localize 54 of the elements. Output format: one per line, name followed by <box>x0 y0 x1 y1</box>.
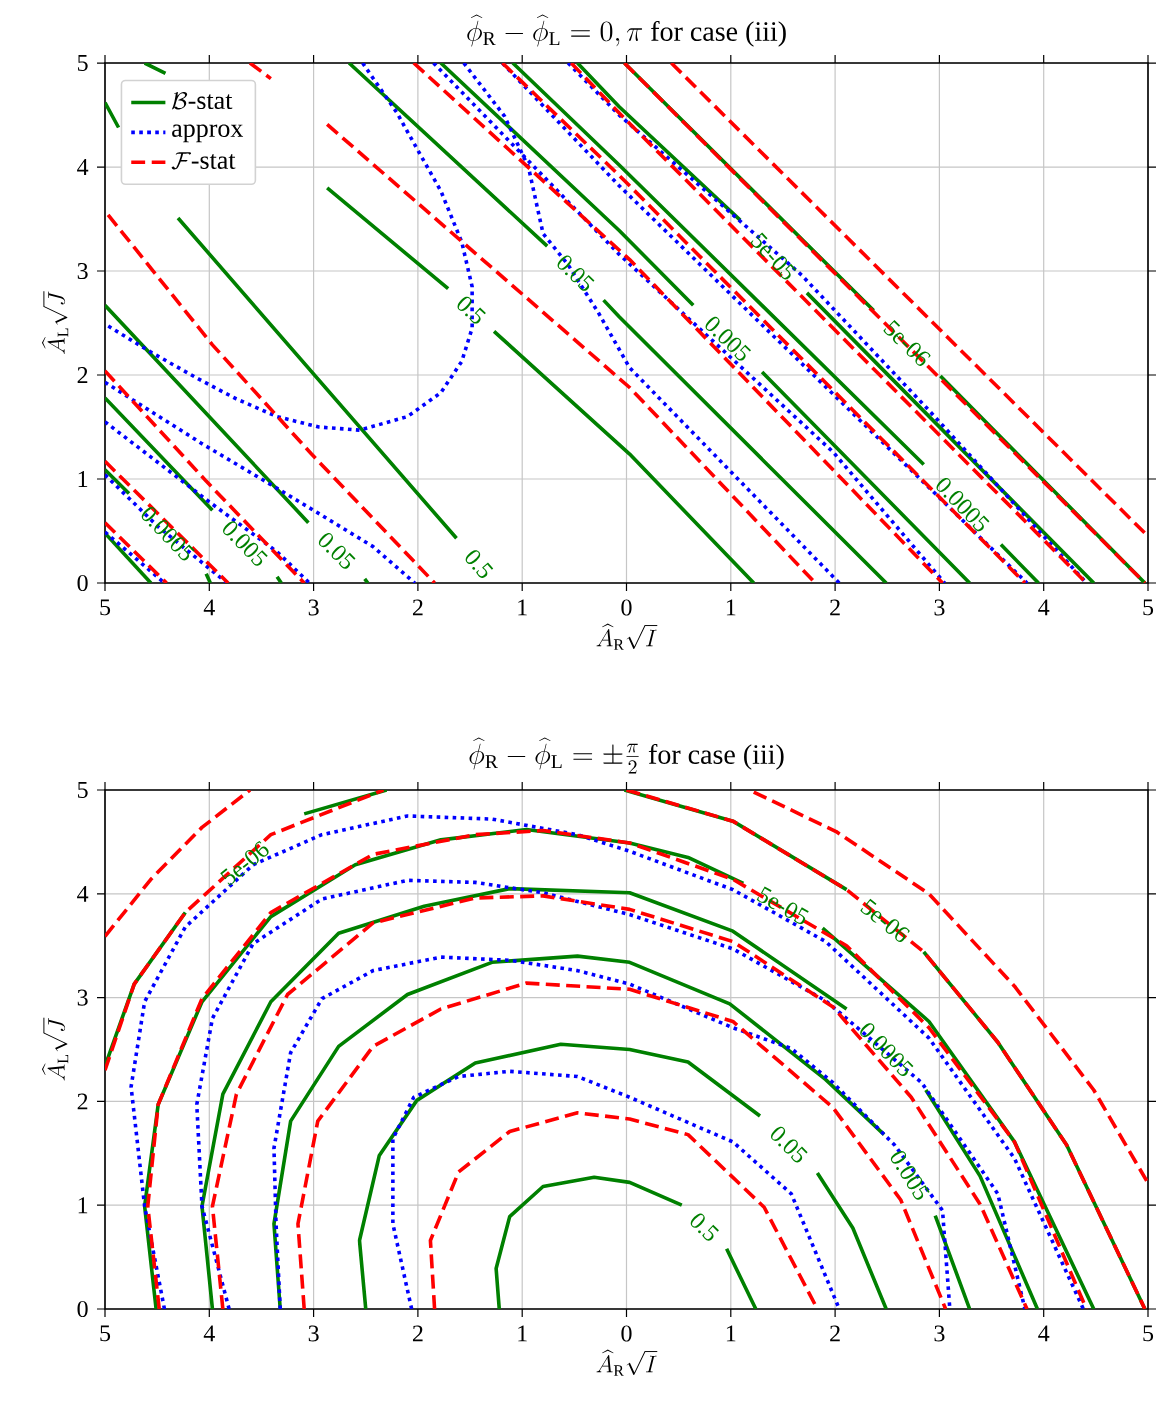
x-tick-label: 4 <box>1038 599 1050 616</box>
line-series <box>106 213 437 584</box>
x-tick-label: 0 <box>621 599 632 616</box>
legend-label: $\mathcal{F}\mbox{-stat}$ <box>171 152 236 170</box>
x-tick-label: 3 <box>308 599 319 616</box>
annotation: 0.5 <box>690 1213 719 1241</box>
y-tick-label: 1 <box>78 1197 88 1214</box>
y-tick-label: 2 <box>77 1093 88 1110</box>
y-tick-label: 3 <box>77 262 88 280</box>
annotation: 0.05 <box>557 255 595 291</box>
y-axis-title: $\widehat{A}_{\mathrm{L}}\sqrt{J}$ <box>41 291 69 355</box>
x-axis-title: $\widehat{A}_{\mathrm{R}}\sqrt{I}$ <box>596 1349 658 1376</box>
y-tick-label: 5 <box>77 782 88 798</box>
y-tick-label: 5 <box>77 55 88 71</box>
x-tick-label: 5 <box>100 1325 111 1342</box>
annotation: 0.05 <box>318 533 356 569</box>
x-tick-label: 4 <box>203 1325 215 1342</box>
line-series <box>105 420 312 584</box>
y-tick-label: 1 <box>78 471 88 487</box>
x-tick-label: 2 <box>830 1325 840 1342</box>
legend-label: $\mbox{approx}$ <box>172 124 244 143</box>
y-axis-title: $\widehat{A}_{\mathrm{L}}\sqrt{J}$ <box>41 1017 69 1081</box>
annotation: 0.5 <box>457 296 486 324</box>
line-series <box>391 1069 842 1310</box>
annotation: 0.5 <box>465 550 494 578</box>
x-axis-title: $\widehat{A}_{\mathrm{R}}\sqrt{I}$ <box>596 623 658 650</box>
y-tick-label: 3 <box>77 989 88 1006</box>
legend-label: $\mathcal{B}\mbox{-stat}$ <box>171 91 233 110</box>
x-tick-label: 2 <box>412 599 423 616</box>
x-tick-label: 5 <box>100 599 111 616</box>
x-tick-label: 1 <box>726 1325 736 1342</box>
chart-title: $\widehat{\phi}_{\mathrm{R}} - \widehat{\phi}_{\mathrm{L}} = 0, \pi\mbox{ for case (iii)}$ <box>467 14 786 47</box>
y-tick-label: 2 <box>77 367 88 383</box>
x-tick-label: 4 <box>203 599 215 616</box>
x-tick-label: 1 <box>726 599 736 616</box>
x-tick-label: 4 <box>1038 1325 1050 1342</box>
y-tick-label: 0 <box>77 1300 88 1318</box>
x-tick-label: 3 <box>308 1325 319 1342</box>
x-tick-label: 2 <box>412 1325 423 1342</box>
x-tick-label: 2 <box>830 599 840 616</box>
x-tick-label: 1 <box>518 599 527 616</box>
y-tick-label: 0 <box>77 574 88 592</box>
x-tick-label: 3 <box>934 599 945 616</box>
x-tick-label: 5 <box>1143 599 1154 616</box>
annotation: 5e-05 <box>756 886 809 925</box>
x-tick-label: 3 <box>934 1325 945 1342</box>
chart-title: $\widehat{\phi}_{\mathrm{R}} - \widehat{\phi}_{\mathrm{L}} = \pm\frac{\pi}{2}\mbox{ for case (iii)}$ <box>469 737 784 774</box>
y-tick-label: 4 <box>77 885 89 902</box>
annotation: 0.05 <box>771 1126 808 1163</box>
x-tick-label: 0 <box>621 1325 632 1342</box>
x-tick-label: 5 <box>1143 1325 1154 1342</box>
y-tick-label: 4 <box>77 159 89 175</box>
line-series <box>105 380 417 584</box>
x-tick-label: 1 <box>518 1325 527 1342</box>
